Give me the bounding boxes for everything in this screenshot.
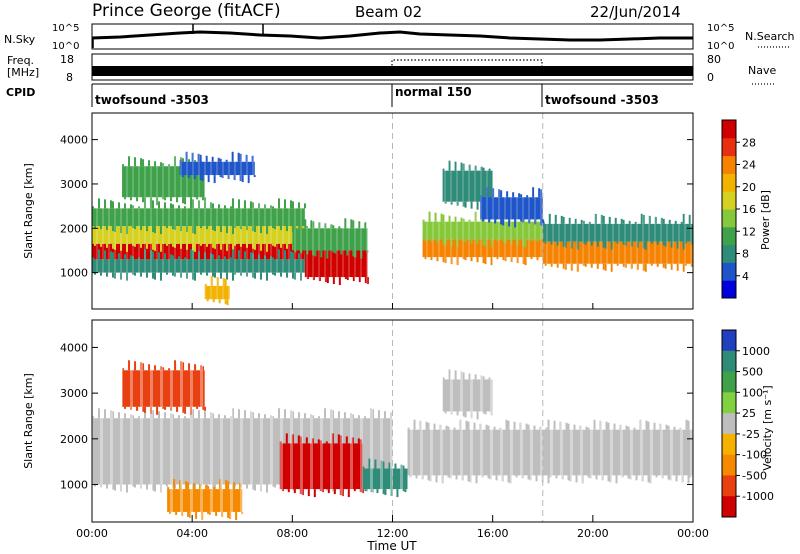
x-tick-label: 00:00 xyxy=(76,527,108,540)
freq-label-line1: Freq. xyxy=(7,54,34,67)
x-tick-label: 00:00 xyxy=(677,527,709,540)
velocity-panel: 1000 2000 3000 4000 00:00 04:00 08:00 12:00 16:… xyxy=(22,303,709,553)
freq-bar-twofsound-2 xyxy=(542,66,693,76)
colorbar-segment xyxy=(722,350,736,373)
colorbar-tick-label: 25 xyxy=(742,407,756,420)
colorbar-segment xyxy=(722,280,736,299)
cpid-mode-label: twofsound -3503 xyxy=(545,93,659,107)
power-colorbar-label: Power [dB] xyxy=(759,190,772,250)
colorbar-segment xyxy=(722,392,736,414)
nsky-frame xyxy=(91,23,694,50)
y-tick-label: 2000 xyxy=(60,222,88,235)
colorbar-segment xyxy=(722,209,736,228)
cpid-label: CPID xyxy=(6,86,35,99)
colorbar-segment xyxy=(722,173,736,192)
freq-panel: Freq. [MHz] 18 8 80 0 Nave xyxy=(7,53,776,85)
nsky-panel: N.Sky 10^5 10^0 10^5 10^0 N.Search xyxy=(4,23,795,52)
x-tick-label: 04:00 xyxy=(176,527,208,540)
colorbar-tick-label: 28 xyxy=(742,136,756,149)
freq-left-tick-top: 18 xyxy=(60,53,74,66)
nsky-left-tick-top: 10^5 xyxy=(52,23,79,34)
colorbar-segment xyxy=(722,330,736,352)
freq-bar-normal xyxy=(392,66,542,76)
colorbar-segment xyxy=(722,496,736,518)
freq-left-tick-bottom: 8 xyxy=(66,71,73,84)
station-title: Prince George (fitACF) xyxy=(92,1,281,21)
colorbar-tick-label: -25 xyxy=(742,428,760,441)
colorbar-segment xyxy=(722,226,736,246)
colorbar-tick-label: -100 xyxy=(742,449,767,462)
nsky-label: N.Sky xyxy=(4,33,36,46)
colorbar-segment xyxy=(722,413,736,435)
y-tick-label: 2000 xyxy=(60,433,88,446)
cpid-mode-label: twofsound -3503 xyxy=(95,93,209,107)
colorbar-segment xyxy=(722,371,736,393)
nave-right-tick-top: 80 xyxy=(707,53,721,66)
colorbar-segment xyxy=(722,262,736,281)
nsky-right-tick-bottom: 10^0 xyxy=(707,41,734,52)
power-yaxis: 1000 2000 3000 4000 xyxy=(60,134,693,280)
beam-title: Beam 02 xyxy=(355,3,422,21)
colorbar-tick-label: 16 xyxy=(742,203,756,216)
freq-bar-twofsound-1 xyxy=(92,66,392,76)
velocity-colorbar: Velocity [m s⁻¹] 1000 500 100 25 -25 -100 -500… xyxy=(721,329,774,518)
colorbar-tick-label: 1000 xyxy=(742,345,770,358)
nave-right-tick-bottom: 0 xyxy=(707,71,714,84)
nsky-trace xyxy=(91,30,693,42)
colorbar-segment xyxy=(722,155,736,174)
velocity-yaxis: 1000 2000 3000 4000 xyxy=(60,341,693,492)
x-tick-label: 16:00 xyxy=(477,527,509,540)
colorbar-segment xyxy=(722,120,736,139)
colorbar-tick-label: 100 xyxy=(742,386,763,399)
colorbar-segment xyxy=(722,433,736,456)
power-ylabel: Slant Range [km] xyxy=(22,163,35,259)
power-texture xyxy=(92,113,693,309)
colorbar-tick-label: 12 xyxy=(742,225,756,238)
colorbar-segment xyxy=(722,137,736,157)
colorbar-tick-label: 24 xyxy=(742,159,756,172)
nsky-left-tick-bottom: 10^0 xyxy=(52,41,79,52)
power-mode-boundaries xyxy=(392,113,544,309)
velocity-mode-boundaries xyxy=(392,320,544,522)
colorbar-segment xyxy=(722,475,736,497)
time-xaxis: 00:00 04:00 08:00 12:00 16:00 20:00 00:00 xyxy=(76,303,709,540)
x-tick-label: 12:00 xyxy=(377,527,409,540)
x-tick-label: 20:00 xyxy=(577,527,609,540)
y-tick-label: 4000 xyxy=(60,341,88,354)
power-colorbar: Power [dB] 28 24 20 16 12 8 4 xyxy=(721,119,772,299)
date-title: 22/Jun/2014 xyxy=(590,3,681,21)
colorbar-tick-label: 20 xyxy=(742,181,756,194)
nsky-right-tick-top: 10^5 xyxy=(707,23,734,34)
x-tick-label: 08:00 xyxy=(276,527,308,540)
y-tick-label: 3000 xyxy=(60,387,88,400)
y-tick-label: 4000 xyxy=(60,134,88,147)
colorbar-tick-label: 4 xyxy=(742,270,749,283)
colorbar-frame xyxy=(721,329,737,518)
velocity-colorbar-label: Velocity [m s⁻¹] xyxy=(761,385,774,470)
power-panel: 1000 2000 3000 4000 Slant Range [km] xyxy=(22,112,694,310)
colorbar-tick-label: 500 xyxy=(742,366,763,379)
nave-dotted-step xyxy=(391,59,543,76)
colorbar-segment xyxy=(722,454,736,476)
time-xlabel: Time UT xyxy=(366,539,417,553)
cpid-mode-label: normal 150 xyxy=(395,85,472,99)
colorbar-tick-label: -500 xyxy=(742,469,767,482)
freq-label-line2: [MHz] xyxy=(7,66,39,79)
nsearch-label: N.Search xyxy=(745,30,795,43)
colorbar-tick-label: 8 xyxy=(742,248,749,261)
cpid-panel: CPID twofsound -3503 normal 150 twofsoun… xyxy=(6,83,693,107)
y-tick-label: 3000 xyxy=(60,178,88,191)
velocity-ylabel: Slant Range [km] xyxy=(22,373,35,469)
colorbar-tick-label: -1000 xyxy=(742,490,774,503)
colorbar-segment xyxy=(722,244,736,263)
velocity-frame xyxy=(91,319,694,523)
colorbar-segment xyxy=(722,191,736,210)
nave-label: Nave xyxy=(748,64,776,77)
y-tick-label: 1000 xyxy=(60,267,88,280)
y-tick-label: 1000 xyxy=(60,479,88,492)
